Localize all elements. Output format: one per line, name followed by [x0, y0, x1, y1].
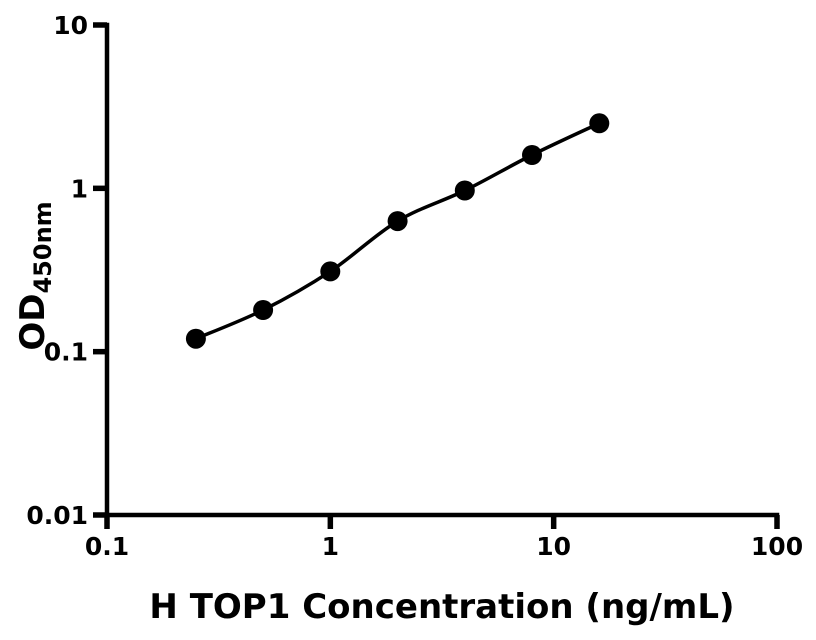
y-axis-title-main: OD	[13, 294, 53, 351]
x-tick-label: 100	[751, 532, 803, 561]
y-tick-label: 1	[71, 174, 88, 203]
x-axis-tick-labels: 0.1 1 10 100	[85, 532, 803, 561]
data-point	[185, 328, 206, 349]
y-axis-tick-labels: 0.01 0.1 1 10	[26, 11, 88, 530]
y-axis-title-subscript: 450nm	[29, 201, 57, 293]
data-point	[387, 211, 408, 232]
x-axis-title: H TOP1 Concentration (ng/mL)	[149, 587, 734, 627]
y-tick-label: 0.01	[26, 501, 88, 530]
data-points	[185, 113, 610, 349]
y-tick-label: 0.1	[44, 338, 88, 367]
data-point	[253, 300, 274, 320]
x-tick-label: 10	[536, 532, 571, 561]
y-axis-title: OD450nm	[13, 201, 57, 350]
x-axis-ticks	[104, 515, 780, 529]
y-tick-label: 10	[53, 11, 88, 40]
x-tick-label: 0.1	[85, 532, 129, 561]
axis-spine	[104, 22, 780, 518]
y-axis-ticks	[93, 22, 107, 518]
x-tick-label: 1	[322, 532, 339, 561]
data-point	[589, 113, 610, 134]
data-point	[320, 261, 341, 282]
data-point	[522, 145, 542, 165]
data-point	[454, 180, 475, 201]
